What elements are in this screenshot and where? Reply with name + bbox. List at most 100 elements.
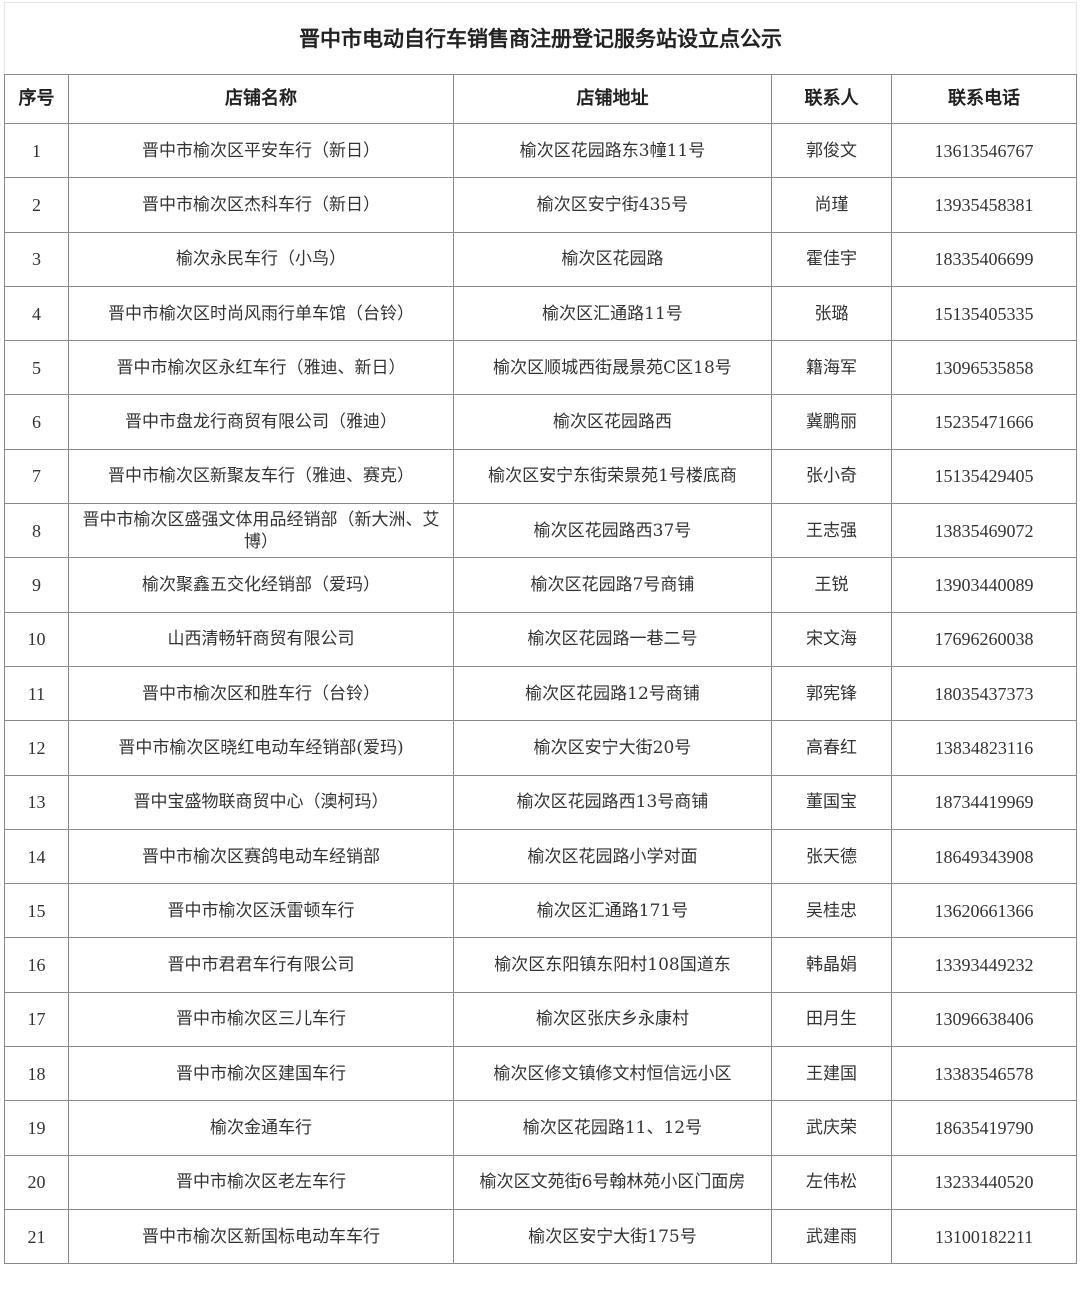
store-name: 晋中市榆次区和胜车行（台铃） — [68, 665, 454, 722]
row-number: 2 — [4, 177, 69, 233]
contact-person: 武建雨 — [771, 1208, 892, 1265]
table-row: 17 晋中市榆次区三儿车行 榆次区张庆乡永康村 田月生 13096638406 — [4, 991, 1078, 1048]
contact-phone: 13383546578 — [890, 1046, 1078, 1102]
store-name: 晋中市榆次区三儿车行 — [68, 991, 454, 1048]
store-address: 榆次区安宁东街荣景苑1号楼底商 — [453, 448, 772, 505]
store-address: 榆次区安宁大街175号 — [453, 1208, 772, 1265]
store-address: 榆次区张庆乡永康村 — [453, 991, 772, 1048]
contact-phone: 13935458381 — [890, 177, 1078, 233]
store-address: 榆次区花园路小学对面 — [453, 828, 772, 885]
registration-table: 晋中市电动自行车销售商注册登记服务站设立点公示 序号 店铺名称 店铺地址 联系人… — [3, 2, 1078, 1265]
store-address: 榆次区东阳镇东阳村108国道东 — [453, 937, 772, 993]
contact-phone: 13096638406 — [890, 991, 1078, 1048]
contact-phone: 13620661366 — [890, 883, 1078, 939]
store-address: 榆次区花园路11、12号 — [453, 1100, 772, 1156]
table-row: 21 晋中市榆次区新国标电动车车行 榆次区安宁大街175号 武建雨 1310018221… — [4, 1208, 1078, 1265]
contact-person: 王志强 — [771, 503, 892, 559]
contact-person: 韩晶娟 — [771, 937, 892, 993]
store-address: 榆次区汇通路11号 — [453, 285, 772, 342]
store-name: 晋中市榆次区晓红电动车经销部(爱玛) — [68, 720, 454, 776]
store-name: 晋中市榆次区建国车行 — [68, 1046, 454, 1102]
contact-person: 郭俊文 — [771, 122, 892, 179]
contact-phone: 13393449232 — [890, 937, 1078, 993]
table-row: 4 晋中市榆次区时尚风雨行单车馆（台铃） 榆次区汇通路11号 张璐 1513540533… — [4, 285, 1078, 342]
contact-phone: 13096535858 — [890, 340, 1078, 396]
header-no: 序号 — [4, 74, 69, 124]
store-name: 榆次永民车行（小鸟） — [68, 231, 454, 287]
contact-person: 武庆荣 — [771, 1100, 892, 1156]
store-name: 晋中市君君车行有限公司 — [68, 937, 454, 993]
table-row: 6 晋中市盘龙行商贸有限公司（雅迪） 榆次区花园路西 冀鹏丽 15235471666 — [4, 394, 1078, 450]
store-name: 山西清畅轩商贸有限公司 — [68, 611, 454, 667]
store-address: 榆次区花园路西13号商铺 — [453, 774, 772, 830]
table-row: 7 晋中市榆次区新聚友车行（雅迪、赛克） 榆次区安宁东街荣景苑1号楼底商 张小奇 151… — [4, 448, 1078, 505]
contact-person: 董国宝 — [771, 774, 892, 830]
store-name: 晋中市榆次区沃雷顿车行 — [68, 883, 454, 939]
row-number: 20 — [4, 1154, 69, 1210]
contact-person: 高春红 — [771, 720, 892, 776]
table-row: 15 晋中市榆次区沃雷顿车行 榆次区汇通路171号 吴桂忠 13620661366 — [4, 883, 1078, 939]
store-name: 晋中市榆次区老左车行 — [68, 1154, 454, 1210]
contact-person: 宋文海 — [771, 611, 892, 667]
contact-phone: 18635419790 — [890, 1100, 1078, 1156]
store-address: 榆次区花园路西37号 — [453, 503, 772, 559]
row-number: 19 — [4, 1100, 69, 1156]
row-number: 15 — [4, 883, 69, 939]
contact-phone: 17696260038 — [890, 611, 1078, 667]
contact-person: 籍海军 — [771, 340, 892, 396]
row-number: 8 — [4, 503, 69, 559]
contact-person: 张璐 — [771, 285, 892, 342]
row-number: 13 — [4, 774, 69, 830]
row-number: 16 — [4, 937, 69, 993]
contact-person: 冀鹏丽 — [771, 394, 892, 450]
row-number: 10 — [4, 611, 69, 667]
store-address: 榆次区安宁大街20号 — [453, 720, 772, 776]
row-number: 6 — [4, 394, 69, 450]
store-name: 晋中市榆次区新国标电动车车行 — [68, 1208, 454, 1265]
table-row: 16 晋中市君君车行有限公司 榆次区东阳镇东阳村108国道东 韩晶娟 133934492… — [4, 937, 1078, 993]
contact-phone: 13835469072 — [890, 503, 1078, 559]
contact-phone: 15135429405 — [890, 448, 1078, 505]
store-address: 榆次区花园路7号商铺 — [453, 557, 772, 613]
contact-phone: 15135405335 — [890, 285, 1078, 342]
table-row: 10 山西清畅轩商贸有限公司 榆次区花园路一巷二号 宋文海 17696260038 — [4, 611, 1078, 667]
row-number: 14 — [4, 828, 69, 885]
contact-phone: 18335406699 — [890, 231, 1078, 287]
contact-person: 左伟松 — [771, 1154, 892, 1210]
contact-person: 尚瑾 — [771, 177, 892, 233]
contact-person: 田月生 — [771, 991, 892, 1048]
table-row: 1 晋中市榆次区平安车行（新日） 榆次区花园路东3幢11号 郭俊文 1361354676… — [4, 122, 1078, 179]
header-contact: 联系人 — [771, 74, 892, 124]
store-name: 晋中市榆次区永红车行（雅迪、新日） — [68, 340, 454, 396]
store-address: 榆次区文苑街6号翰林苑小区门面房 — [453, 1154, 772, 1210]
row-number: 7 — [4, 448, 69, 505]
contact-phone: 18649343908 — [890, 828, 1078, 885]
store-name: 晋中市榆次区杰科车行（新日） — [68, 177, 454, 233]
store-name: 晋中市榆次区新聚友车行（雅迪、赛克） — [68, 448, 454, 505]
store-address: 榆次区花园路西 — [453, 394, 772, 450]
header-store-name: 店铺名称 — [68, 74, 454, 124]
contact-phone: 18035437373 — [890, 665, 1078, 722]
store-address: 榆次区汇通路171号 — [453, 883, 772, 939]
document-title: 晋中市电动自行车销售商注册登记服务站设立点公示 — [3, 2, 1078, 75]
header-phone: 联系电话 — [890, 74, 1078, 124]
store-address: 榆次区花园路12号商铺 — [453, 665, 772, 722]
store-name: 榆次金通车行 — [68, 1100, 454, 1156]
contact-phone: 15235471666 — [890, 394, 1078, 450]
store-address: 榆次区安宁街435号 — [453, 177, 772, 233]
store-name: 晋中市榆次区盛强文体用品经销部（新大洲、艾博） — [68, 503, 454, 559]
table-row: 2 晋中市榆次区杰科车行（新日） 榆次区安宁街435号 尚瑾 13935458381 — [4, 177, 1078, 233]
row-number: 11 — [4, 665, 69, 722]
table-row: 9 榆次聚鑫五交化经销部（爱玛） 榆次区花园路7号商铺 王锐 13903440089 — [4, 557, 1078, 613]
row-number: 18 — [4, 1046, 69, 1102]
table-row: 14 晋中市榆次区赛鸽电动车经销部 榆次区花园路小学对面 张天德 18649343908 — [4, 828, 1078, 885]
header-store-address: 店铺地址 — [453, 74, 772, 124]
row-number: 17 — [4, 991, 69, 1048]
contact-phone: 13613546767 — [890, 122, 1078, 179]
row-number: 5 — [4, 340, 69, 396]
row-number: 3 — [4, 231, 69, 287]
store-name: 晋中市榆次区赛鸽电动车经销部 — [68, 828, 454, 885]
store-address: 榆次区花园路 — [453, 231, 772, 287]
contact-person: 霍佳宇 — [771, 231, 892, 287]
store-name: 晋中市盘龙行商贸有限公司（雅迪） — [68, 394, 454, 450]
